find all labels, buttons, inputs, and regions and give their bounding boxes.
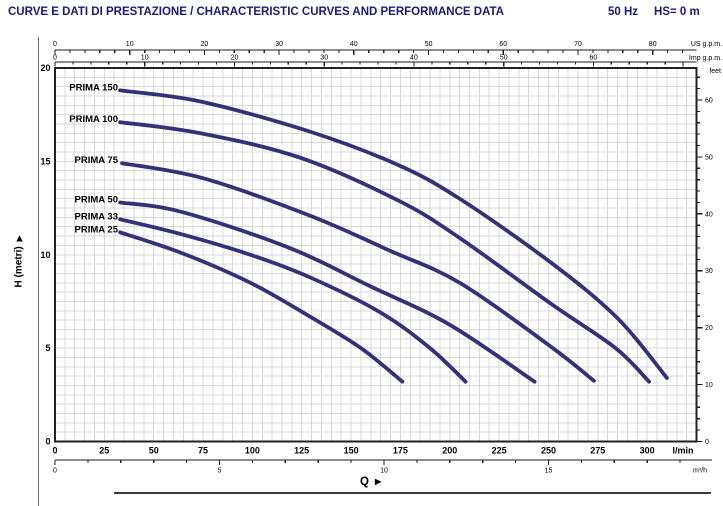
m3h-unit: m³/h	[693, 468, 707, 475]
axis-feet: 0 10 20 30 40 50 60 feet	[696, 68, 721, 446]
us-gpm-tick: 60	[499, 41, 507, 48]
left-page-border	[38, 37, 39, 506]
imp-gpm-unit: Imp g.p.m.	[689, 55, 722, 62]
curve-prima-50	[118, 200, 537, 384]
axis-imp-gpm: 0 10 20 30 40 50 60 Imp g.p.m.	[53, 55, 722, 67]
feet-tick: 30	[705, 268, 713, 275]
lmin-tick: 175	[393, 446, 408, 456]
curve-prima-25	[118, 230, 405, 384]
plot-border	[54, 67, 698, 443]
curve-label-prima-33: PRIMA 33	[75, 211, 118, 222]
lmin-unit: l/min	[672, 446, 693, 456]
lmin-tick: 125	[294, 446, 309, 456]
curve-prima-75	[120, 161, 596, 383]
curve-prima-150	[118, 88, 669, 380]
curve-prima-100	[118, 120, 651, 384]
feet-tick: 0	[705, 439, 709, 446]
lmin-tick: 300	[640, 446, 655, 456]
m3h-tick: 15	[545, 468, 553, 475]
imp-gpm-tick: 30	[320, 55, 328, 62]
grid	[54, 67, 697, 442]
us-gpm-tick: 80	[649, 41, 657, 48]
m3h-tick: 5	[218, 468, 222, 475]
us-gpm-tick: 50	[425, 41, 433, 48]
lmin-tick: 25	[99, 446, 109, 456]
axis-lmin: 0 25 50 75 100 125 150 175 200 225 250 275 300 l/min	[52, 446, 693, 456]
lmin-tick: 150	[344, 446, 359, 456]
curve-prima-33	[118, 217, 468, 384]
imp-gpm-tick: 60	[590, 55, 598, 62]
curve-label-prima-50: PRIMA 50	[75, 195, 118, 206]
curve-label-prima-75: PRIMA 75	[75, 155, 119, 166]
imp-gpm-tick: 50	[500, 55, 508, 62]
lmin-tick: 200	[442, 446, 457, 456]
feet-tick: 10	[705, 382, 713, 389]
us-gpm-tick: 70	[574, 41, 582, 48]
lmin-tick: 225	[492, 446, 507, 456]
h-tick: 0	[45, 437, 50, 447]
curve-label-prima-25: PRIMA 25	[75, 224, 119, 235]
x-axis-caption: Q ▶	[360, 476, 381, 488]
x-axis-caption-text: Q	[360, 476, 369, 488]
us-gpm-unit: US g.p.m.	[691, 41, 722, 48]
h-tick: 20	[40, 63, 50, 73]
m3h-tick: 0	[53, 468, 57, 475]
lmin-tick: 250	[541, 446, 556, 456]
page-title: CURVE E DATI DI PRESTAZIONE / CHARACTERI…	[8, 6, 505, 18]
lmin-tick: 275	[590, 446, 605, 456]
axis-us-gpm: 0 10 20 30 40 50 60 70 80 US g.p.m.	[53, 41, 722, 55]
axis-m3h: 0 5 10 15 m³/h	[53, 459, 712, 475]
h-tick: 5	[45, 343, 50, 353]
lmin-tick: 0	[52, 446, 57, 456]
us-gpm-tick: 20	[201, 41, 209, 48]
lmin-tick: 75	[198, 446, 208, 456]
feet-tick: 50	[705, 154, 713, 161]
frequency-label: 50 Hz	[608, 6, 639, 18]
imp-gpm-tick: 40	[410, 55, 418, 62]
curve-label-prima-100: PRIMA 100	[69, 114, 118, 125]
feet-tick: 60	[705, 98, 713, 105]
lmin-tick: 50	[149, 446, 159, 456]
m3h-tick: 10	[380, 468, 388, 475]
right-arrow-icon: ▶	[374, 477, 382, 486]
us-gpm-tick: 0	[53, 41, 57, 48]
imp-gpm-tick: 20	[231, 55, 239, 62]
curves: PRIMA 150 PRIMA 100 PRIMA 75 PRIMA 50 PRIMA …	[69, 82, 669, 384]
imp-gpm-tick: 0	[53, 55, 57, 62]
h-tick: 10	[40, 250, 50, 260]
feet-unit: feet	[709, 68, 721, 75]
bottom-rule	[114, 492, 711, 494]
lmin-tick: 100	[245, 446, 260, 456]
curve-label-prima-150: PRIMA 150	[69, 82, 118, 93]
us-gpm-tick: 10	[126, 41, 134, 48]
us-gpm-tick: 30	[275, 41, 283, 48]
header-conditions: 50 Hz HS= 0 m	[608, 6, 700, 18]
feet-tick: 40	[705, 211, 713, 218]
axis-h-metri: 0 5 10 15 20	[40, 63, 50, 447]
feet-tick: 20	[705, 325, 713, 332]
us-gpm-tick: 40	[350, 41, 358, 48]
h-tick: 15	[40, 156, 50, 166]
imp-gpm-tick: 10	[141, 55, 149, 62]
suction-head-label: HS= 0 m	[654, 6, 700, 18]
